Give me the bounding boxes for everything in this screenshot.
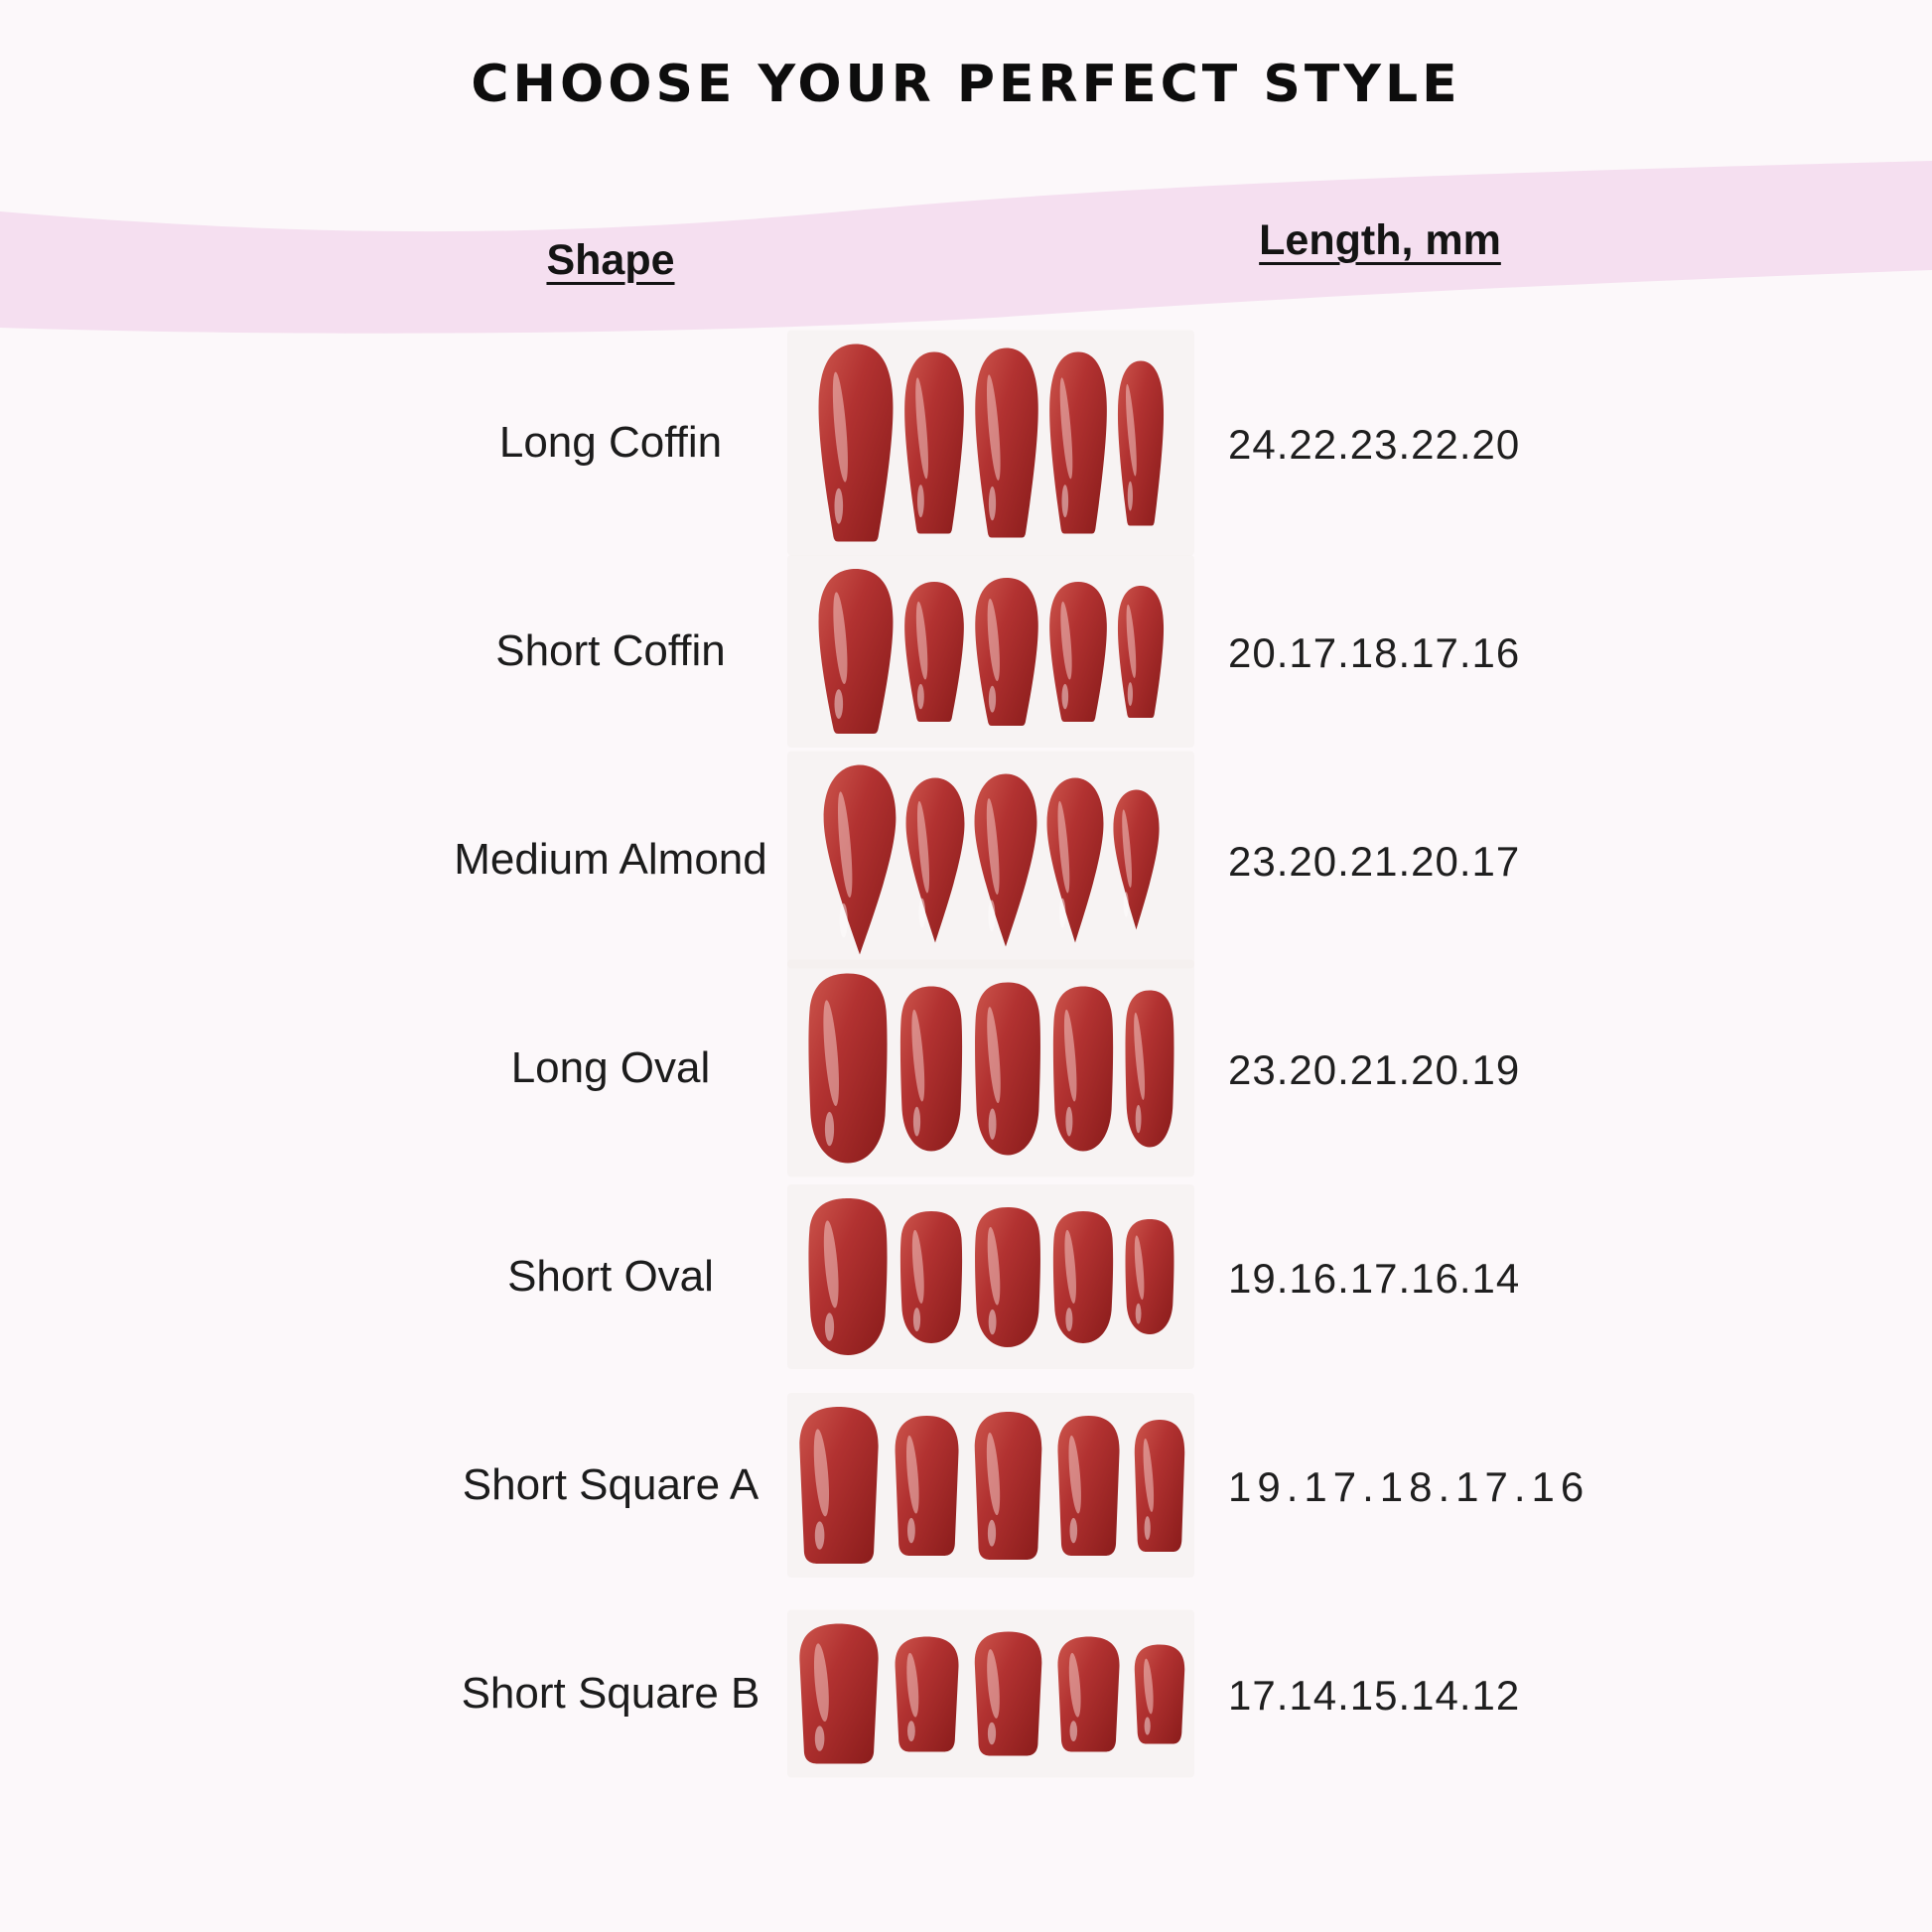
nail-coffin-icon (904, 351, 964, 534)
shape-label: Short Square B (461, 1669, 760, 1718)
nail-square-icon (798, 1407, 879, 1564)
nail-square-icon (1056, 1415, 1120, 1556)
nail-almond-icon (974, 773, 1036, 946)
nail-set-photo (787, 1393, 1194, 1578)
style-row-long-oval: Long Oval 23.20.21.20.19 (0, 959, 1932, 1177)
nail-oval-icon (899, 1210, 963, 1343)
nail-almond-icon (1046, 777, 1103, 942)
nail-almond-icon (823, 764, 896, 955)
nail-square-icon (974, 1411, 1041, 1560)
nail-square-icon (1134, 1644, 1184, 1743)
length-value: 17.14.15.14.12 (1228, 1671, 1521, 1719)
nail-square-icon (895, 1415, 959, 1556)
length-value: 19.17.18.17.16 (1228, 1462, 1590, 1510)
shape-label: Short Coffin (495, 626, 726, 675)
column-header-length: Length, mm (1259, 216, 1501, 264)
nail-oval-icon (1052, 986, 1114, 1151)
style-row-short-oval: Short Oval 19.16.17.16.14 (0, 1173, 1932, 1381)
nail-coffin-icon (1049, 581, 1107, 722)
style-row-short-square-a: Short Square A 19.17.18.17.16 (0, 1381, 1932, 1589)
nail-set-photo (787, 555, 1194, 748)
nail-coffin-icon (818, 344, 894, 542)
nail-coffin-icon (904, 581, 964, 722)
nail-coffin-icon (975, 577, 1038, 726)
nail-square-icon (895, 1636, 959, 1751)
nail-oval-icon (1125, 990, 1174, 1147)
nail-almond-icon (1112, 789, 1160, 930)
nail-set-photo (787, 1184, 1194, 1369)
nail-almond-icon (905, 777, 964, 942)
style-row-short-coffin: Short Coffin 20.17.18.17.16 (0, 547, 1932, 756)
nail-coffin-icon (1117, 585, 1165, 718)
nail-coffin-icon (818, 569, 894, 734)
wave-band (0, 161, 1932, 334)
style-row-short-square-b: Short Square B 17.14.15.14.12 (0, 1589, 1932, 1798)
nail-coffin-icon (975, 347, 1038, 538)
nail-oval-icon (808, 973, 888, 1164)
length-value: 20.17.18.17.16 (1228, 628, 1521, 676)
nail-oval-icon (975, 1206, 1040, 1347)
style-row-medium-almond: Medium Almond 23.20.21.20.17 (0, 751, 1932, 969)
nail-coffin-icon (1049, 351, 1107, 534)
nail-oval-icon (899, 986, 963, 1151)
nail-set-photo (787, 959, 1194, 1177)
nail-oval-icon (975, 982, 1040, 1155)
length-value: 24.22.23.22.20 (1228, 420, 1521, 468)
length-value: 23.20.21.20.19 (1228, 1045, 1521, 1093)
nail-set-photo (787, 751, 1194, 969)
nail-oval-icon (1052, 1210, 1114, 1343)
nail-set-photo (787, 1609, 1194, 1778)
shape-label: Short Square A (462, 1460, 759, 1509)
nail-square-icon (798, 1623, 879, 1764)
length-value: 23.20.21.20.17 (1228, 837, 1521, 885)
nail-oval-icon (808, 1198, 888, 1355)
shape-label: Long Oval (510, 1043, 711, 1092)
shape-label: Short Oval (507, 1252, 714, 1301)
nail-square-icon (974, 1631, 1041, 1756)
style-row-long-coffin: Long Coffin 24.22.23.22.20 (0, 330, 1932, 556)
nail-set-photo (787, 330, 1194, 556)
nail-square-icon (1056, 1636, 1120, 1751)
shape-label: Long Coffin (498, 418, 723, 467)
length-value: 19.16.17.16.14 (1228, 1254, 1521, 1302)
nail-coffin-icon (1117, 360, 1165, 525)
page-title: CHOOSE YOUR PERFECT STYLE (471, 55, 1461, 114)
nail-oval-icon (1125, 1219, 1174, 1334)
nail-square-icon (1134, 1419, 1184, 1552)
column-header-shape: Shape (546, 236, 675, 284)
wave-band-shape (0, 161, 1932, 334)
shape-label: Medium Almond (454, 835, 767, 884)
